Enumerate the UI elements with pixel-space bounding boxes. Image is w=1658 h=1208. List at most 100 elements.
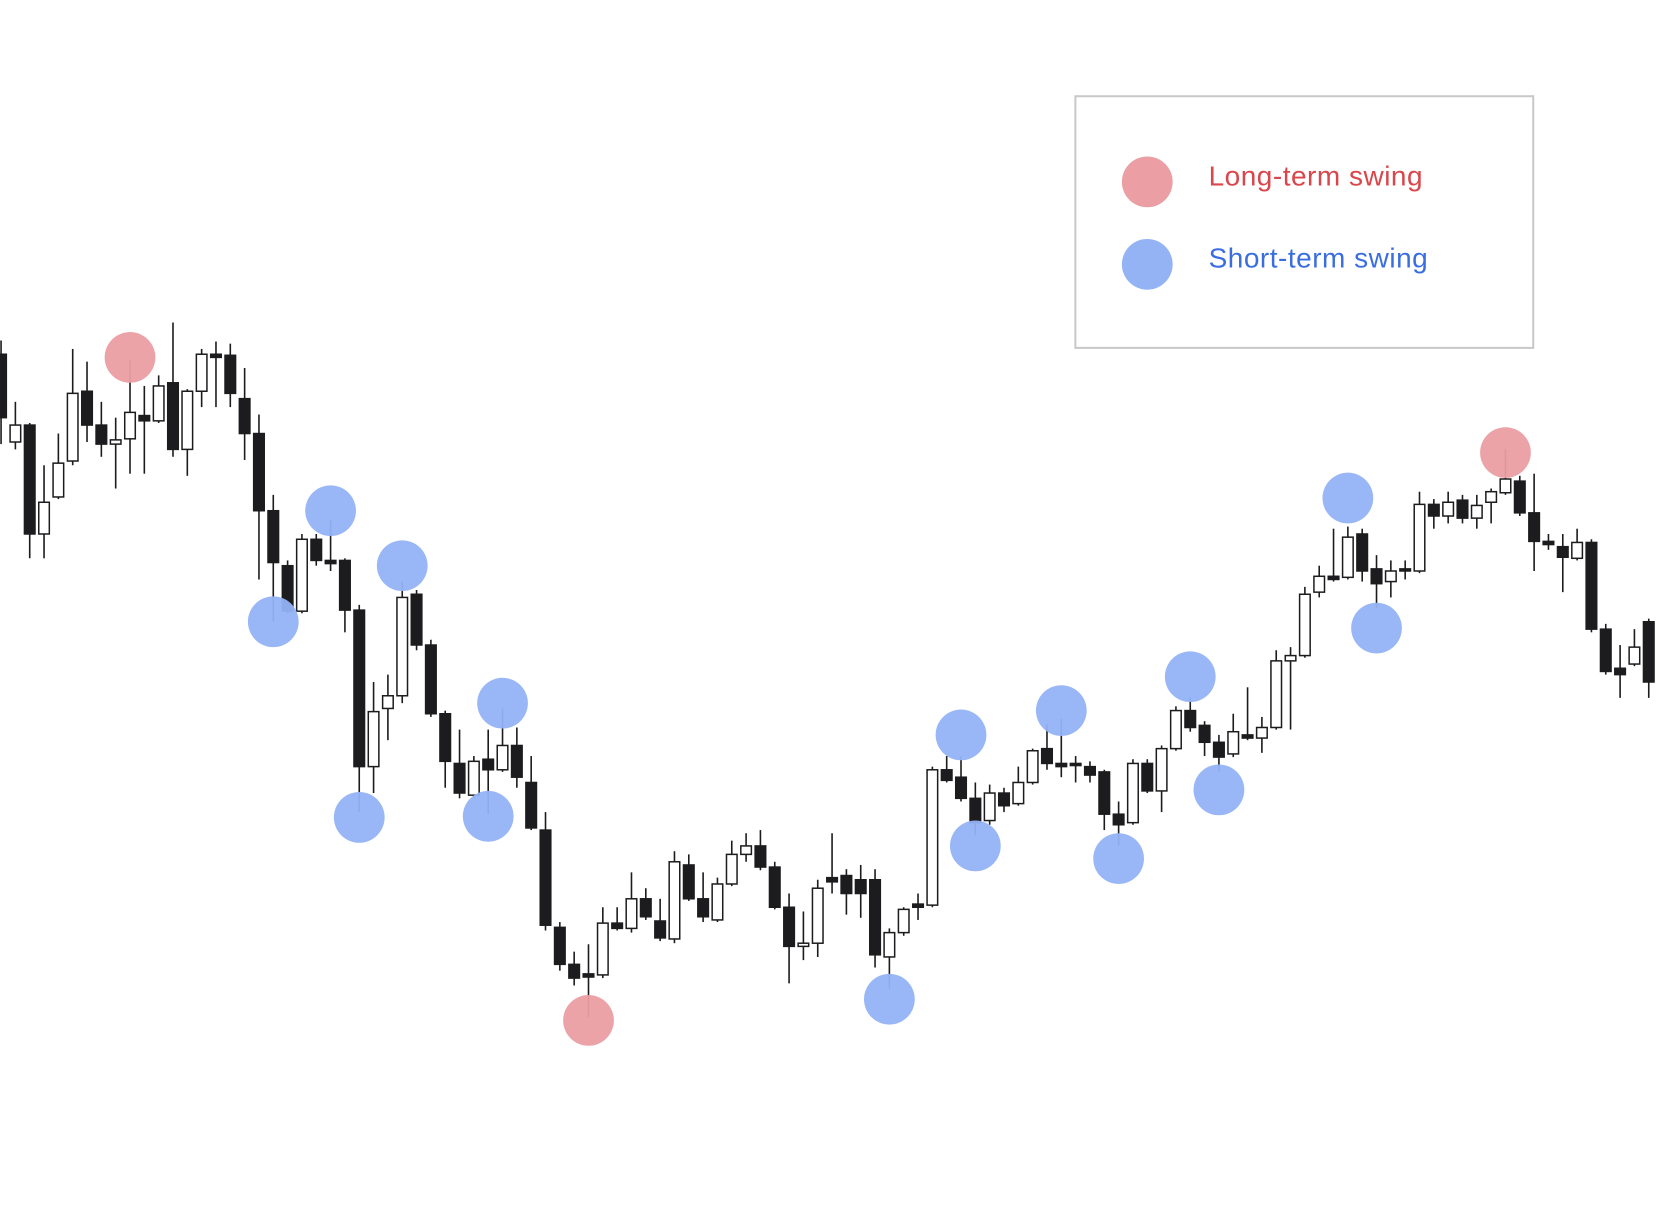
candle-body [166, 382, 180, 451]
candle-body [238, 397, 251, 435]
candle-body [381, 695, 394, 710]
swing-marker [949, 820, 1001, 872]
candle-body [209, 353, 223, 359]
candle-body [1456, 499, 1469, 519]
legend-box [1074, 95, 1535, 349]
candle-body [1126, 762, 1139, 824]
candle-body [1313, 575, 1326, 593]
candle-body [997, 792, 1011, 807]
candle-body [1227, 730, 1240, 755]
candle-body [123, 411, 137, 440]
candle-body [1442, 501, 1455, 517]
swing-marker [477, 677, 528, 729]
candle-body [625, 898, 638, 930]
candle-body [1499, 478, 1512, 494]
candles [0, 322, 1655, 1018]
candle-body [1255, 726, 1268, 739]
swing-marker [376, 540, 428, 592]
candle-body [1270, 660, 1283, 729]
candle-body [869, 879, 882, 956]
candle-body [1169, 709, 1182, 750]
candle-body [1327, 575, 1340, 581]
candle-body [611, 922, 624, 930]
swing-marker [1093, 833, 1144, 884]
legend-swatch [1121, 156, 1173, 208]
candle-body [654, 920, 667, 939]
candle-body [38, 501, 51, 535]
candle-body [711, 883, 724, 921]
candle-body [0, 353, 8, 419]
candle-body [1098, 771, 1111, 815]
candle-body [840, 874, 853, 895]
legend-swatch [1121, 238, 1173, 290]
candle-body [725, 853, 738, 885]
candle-body [697, 898, 710, 918]
candle-body [1628, 646, 1641, 665]
candle-body [367, 710, 380, 768]
candle-body [1026, 750, 1039, 784]
candle-body [1198, 724, 1211, 744]
candle-body [940, 769, 953, 782]
candle-body [668, 861, 681, 940]
candle-body [1485, 490, 1498, 504]
candle-body [1642, 621, 1655, 683]
candle-body [138, 414, 151, 422]
candle-body [1298, 593, 1311, 657]
candle-body [353, 609, 366, 768]
candle-body [1614, 667, 1627, 676]
candle-body [252, 432, 265, 512]
swing-marker [1351, 602, 1402, 654]
candle-body [453, 762, 466, 794]
candle-body [467, 760, 480, 796]
swing-marker [1322, 472, 1374, 524]
candle-body [439, 712, 452, 763]
candle-body [396, 596, 409, 697]
candle-body [1470, 504, 1483, 519]
candle-body [553, 926, 566, 966]
candle-body [1370, 568, 1383, 585]
candle-body [854, 879, 867, 895]
candle-body [954, 776, 968, 800]
swing-marker [863, 973, 915, 1025]
candle-body [811, 887, 824, 944]
candle-body [152, 385, 165, 422]
swing-marker [1193, 764, 1245, 816]
candle-body [1040, 747, 1054, 765]
candle-body [539, 829, 552, 926]
candle-body [195, 353, 208, 392]
candle-body [1184, 709, 1197, 729]
candle-body [525, 781, 538, 829]
candle-body [482, 758, 495, 771]
swing-marker [247, 596, 299, 648]
candle-body [1571, 541, 1584, 560]
candle-body [52, 462, 65, 498]
legend-label: Long-term swing [1209, 160, 1423, 191]
candle-body [109, 439, 122, 445]
candle-body [983, 792, 996, 822]
candle-body [267, 509, 280, 564]
candle-body [740, 845, 753, 856]
candle-body [754, 845, 767, 868]
candle-body [181, 390, 194, 451]
candle-body [1141, 762, 1154, 792]
candle-body [496, 744, 509, 771]
candle-body [295, 538, 308, 612]
candle-body [1069, 762, 1082, 767]
candle-body [1212, 741, 1225, 758]
candle-body [969, 797, 982, 824]
candle-body [926, 769, 939, 906]
candle-body [1427, 503, 1440, 517]
candle-body [1341, 536, 1354, 579]
candle-body [1241, 734, 1254, 739]
candle-body [911, 903, 925, 908]
legend: Long-term swing Short-term swing [1074, 95, 1535, 349]
candle-body [310, 538, 323, 562]
candle-body [568, 963, 581, 979]
candle-body [1284, 654, 1297, 662]
candle-body [338, 559, 351, 611]
candle-body [9, 424, 22, 443]
candle-body [1528, 512, 1541, 543]
candle-body [1513, 480, 1526, 514]
candle-body [1083, 765, 1097, 776]
candle-body [1055, 762, 1068, 768]
